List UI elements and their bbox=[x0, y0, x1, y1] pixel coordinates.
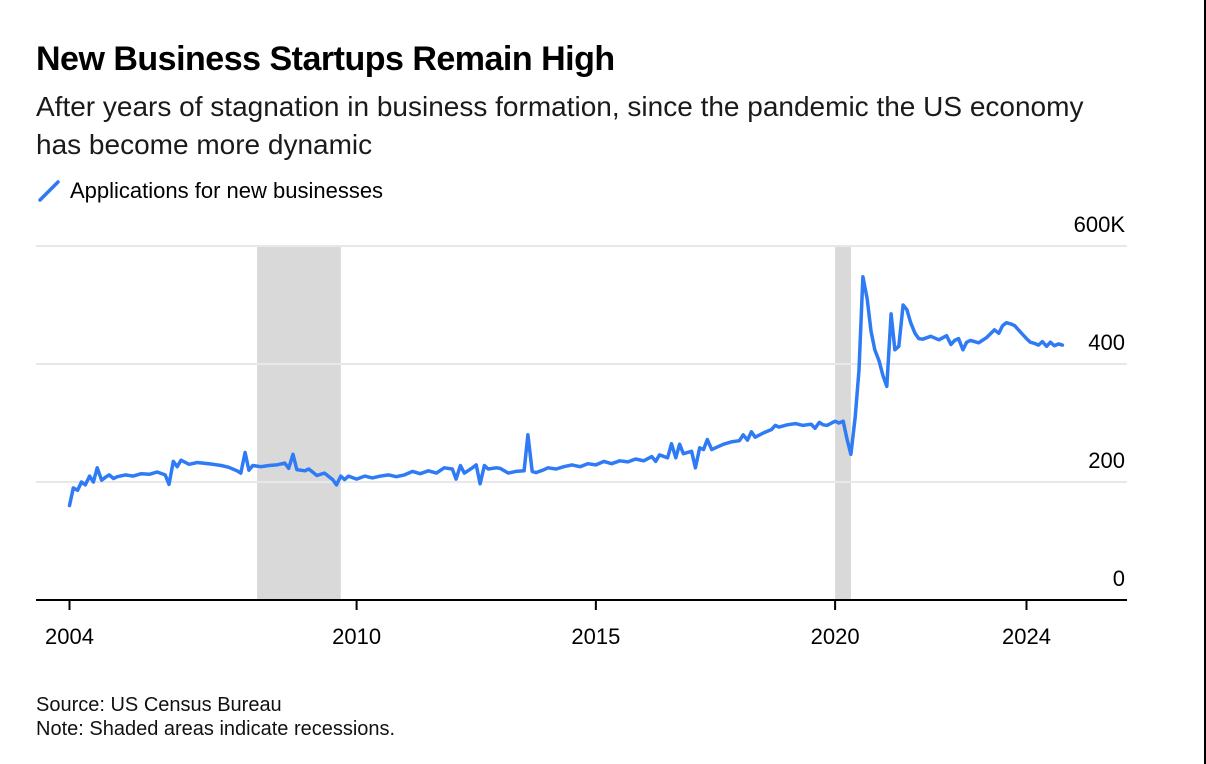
recession-band-0 bbox=[257, 246, 341, 600]
y-tick-label: 400 bbox=[1088, 330, 1125, 355]
x-tick-label: 2020 bbox=[811, 624, 860, 649]
y-tick-label: 200 bbox=[1088, 448, 1125, 473]
series-line-0 bbox=[67, 274, 1065, 508]
source-note: Source: US Census Bureau bbox=[36, 694, 282, 716]
legend: Applications for new businesses bbox=[36, 176, 383, 206]
legend-line-swatch-icon bbox=[38, 180, 60, 202]
chart-subtitle: After years of stagnation in business fo… bbox=[36, 91, 1084, 160]
legend-label: Applications for new businesses bbox=[70, 178, 384, 203]
x-tick-label: 2015 bbox=[571, 624, 620, 649]
line-chart: 0 200 400 600K 2004 2010 2015 2020 2024 bbox=[36, 212, 1127, 649]
y-tick-label: 0 bbox=[1113, 566, 1125, 591]
chart-title: New Business Startups Remain High bbox=[36, 40, 615, 78]
x-tick-label: 2010 bbox=[332, 624, 381, 649]
x-tick-label: 2024 bbox=[1002, 624, 1051, 649]
y-tick-label: 600K bbox=[1074, 212, 1126, 237]
image-border bbox=[1204, 0, 1206, 764]
chart-notes: Source: US Census Bureau Note: Shaded ar… bbox=[36, 693, 395, 741]
x-tick-label: 2004 bbox=[45, 624, 94, 649]
recession-note: Note: Shaded areas indicate recessions. bbox=[36, 718, 396, 740]
